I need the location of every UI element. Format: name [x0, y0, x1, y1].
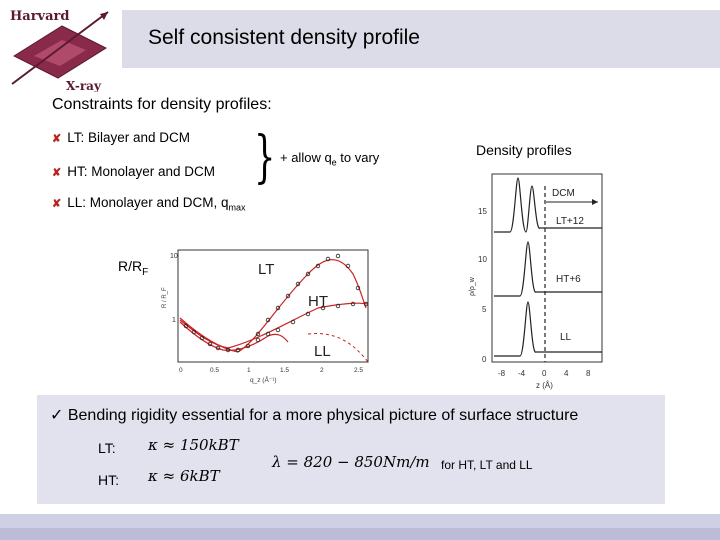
- lt-kappa-label: LT:: [98, 440, 116, 456]
- check-icon: ✓: [50, 407, 64, 424]
- y-tick: 0: [482, 355, 487, 364]
- x-tick: 0: [542, 369, 547, 378]
- constraints-heading: Constraints for density profiles:: [52, 96, 272, 113]
- ll-profile-curve: [494, 301, 602, 357]
- cross-bullet-icon: ✘: [52, 198, 62, 210]
- curve-label-ll: LL: [314, 343, 331, 360]
- ht-kappa-label: HT:: [98, 472, 119, 488]
- x-tick: 8: [586, 369, 591, 378]
- constraint-lt-label: LT: Bilayer and DCM: [67, 130, 191, 145]
- slide-title: Self consistent density profile: [148, 26, 420, 49]
- harvard-xray-logo: Harvard X-ray: [10, 9, 109, 92]
- lambda-formula: λ = 820 − 850Nm/m: [272, 453, 430, 471]
- ht-data-points: [275, 301, 369, 333]
- curve-label-ll: LL: [560, 332, 572, 343]
- constraint-ll-sub: max: [228, 202, 246, 213]
- x-tick: 2.5: [354, 367, 363, 374]
- x-tick: 0.5: [210, 367, 219, 374]
- logo-text-bottom: X-ray: [66, 79, 102, 92]
- y-tick: 10: [478, 255, 487, 264]
- constraint-ht-label: HT: Monolayer and DCM: [67, 164, 216, 179]
- brace-symbol: }: [254, 125, 276, 190]
- bending-statement: ✓ Bending rigidity essential for a more …: [50, 405, 578, 425]
- y-tick-10: 10: [170, 253, 178, 260]
- x-tick: -4: [518, 369, 526, 378]
- ll-dashed-curve: [307, 333, 369, 363]
- footer-strip-dark: [0, 528, 720, 540]
- x-tick: 1.5: [280, 367, 289, 374]
- constraint-item-ll: ✘ LL: Monolayer and DCM, qmax: [52, 195, 246, 213]
- ht-fit-curve: [179, 302, 369, 349]
- density-plot-frame: [491, 173, 603, 363]
- x-axis-label: q_z (Å⁻¹): [250, 375, 277, 384]
- x-tick: 0: [179, 367, 183, 374]
- constraint-item-ht: ✘ HT: Monolayer and DCM: [52, 164, 215, 179]
- dcm-label: DCM: [552, 188, 575, 199]
- lt-profile-curve: [494, 177, 602, 233]
- ht-kappa-formula: κ ≈ 6kBT: [148, 467, 220, 485]
- allow-suffix: to vary: [336, 150, 380, 165]
- x-tick: 4: [564, 369, 569, 378]
- x-tick: 2: [320, 367, 324, 374]
- constraint-ll-label: LL: Monolayer and DCM, q: [67, 195, 229, 210]
- lt-kappa-formula: κ ≈ 150kBT: [148, 436, 239, 454]
- curve-label-ht6: HT+6: [556, 274, 581, 285]
- cross-bullet-icon: ✘: [52, 133, 62, 145]
- allow-qe-note: + allow qe to vary: [280, 150, 379, 168]
- x-tick: -8: [498, 369, 506, 378]
- x-axis-label: z (Å): [536, 381, 553, 390]
- y-axis-label: R / R_F: [162, 287, 168, 308]
- y-tick: 15: [478, 207, 487, 216]
- ht-profile-curve: [494, 241, 602, 297]
- logo-text-top: Harvard: [10, 9, 69, 24]
- rrf-label: R/RF: [118, 258, 148, 278]
- x-tick: 1: [247, 367, 251, 374]
- rrf-sub: F: [142, 266, 149, 278]
- title-bar: [122, 10, 720, 68]
- summary-box: [37, 395, 665, 504]
- reflectivity-plot-frame: [177, 249, 369, 363]
- y-tick-1: 1: [172, 317, 176, 324]
- cross-bullet-icon: ✘: [52, 167, 62, 179]
- allow-prefix: + allow q: [280, 150, 332, 165]
- y-tick: 5: [482, 305, 487, 314]
- constraint-item-lt: ✘ LT: Bilayer and DCM: [52, 130, 190, 145]
- y-axis-label: ρ/ρ_w: [469, 276, 476, 296]
- curve-label-lt12: LT+12: [556, 216, 584, 227]
- allow-sub: e: [331, 157, 337, 168]
- curve-label-ht: HT: [308, 293, 328, 310]
- rrf-text: R/R: [118, 258, 143, 274]
- density-profile-plot: 0 5 10 15 ρ/ρ_w -8 -4 0 4 8 z (Å) DCM LT…: [469, 173, 603, 390]
- reflectivity-plot: 10 1 R / R_F 0 0.5 1 1.5 2 2.5 q_z (Å⁻¹)…: [162, 249, 369, 384]
- ll-data-points: [183, 323, 271, 353]
- lt-data-points: [255, 253, 361, 337]
- curve-label-lt: LT: [258, 261, 274, 278]
- lambda-suffix: for HT, LT and LL: [441, 458, 533, 472]
- bending-text: Bending rigidity essential for a more ph…: [67, 407, 579, 424]
- density-profiles-title: Density profiles: [476, 142, 572, 158]
